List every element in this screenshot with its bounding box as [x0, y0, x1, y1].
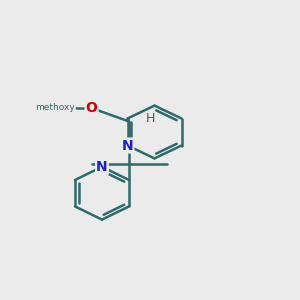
Text: H: H [146, 112, 155, 125]
Text: N: N [96, 160, 108, 174]
Text: N: N [122, 139, 133, 152]
Text: methoxy: methoxy [36, 103, 75, 112]
Text: O: O [85, 101, 98, 115]
